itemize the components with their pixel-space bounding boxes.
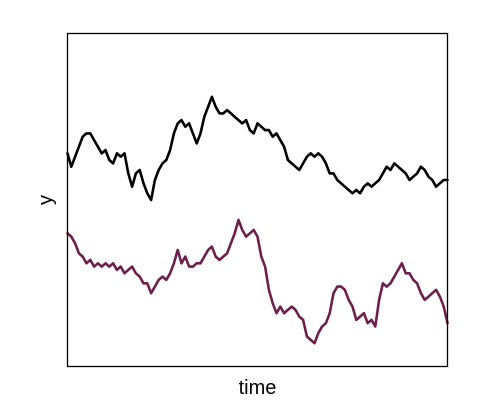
x-axis-label: time (239, 377, 277, 399)
series-line-1 (66, 95, 449, 202)
plot-frame (66, 32, 449, 368)
y-axis-label: y (35, 195, 57, 205)
series-lines (66, 95, 449, 345)
series-line-2 (66, 218, 449, 345)
